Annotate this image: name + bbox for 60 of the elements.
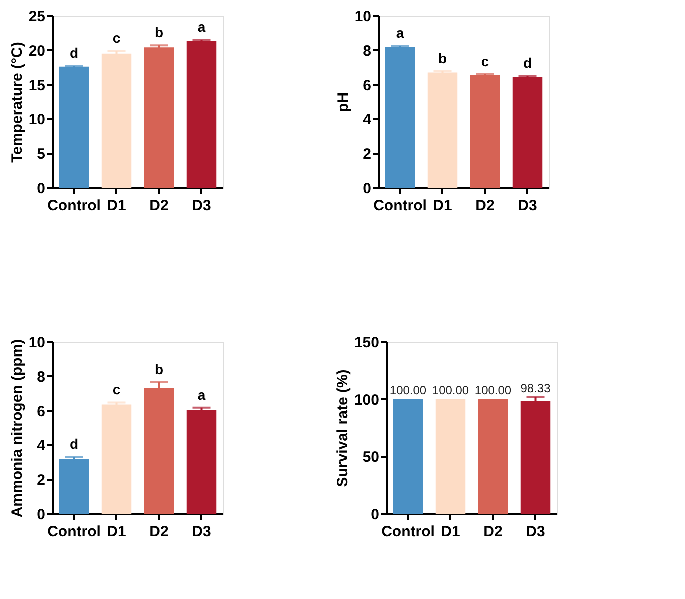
bar [59,66,90,188]
y-tick-label: 2 [363,146,372,164]
y-tick-label: 0 [371,506,380,524]
y-tick-label: 6 [363,77,372,94]
y-tick-label: 10 [28,112,46,129]
x-tick-label: D1 [433,198,452,214]
annotation: c [112,382,121,398]
y-tick-label: 50 [362,449,380,466]
annotation: b [154,24,164,41]
x-tick-label: D2 [150,524,169,540]
data-label: 100.00 [390,383,427,398]
annotation: d [70,45,79,62]
x-tick-label: Control [374,198,427,214]
x-tick-label: D2 [150,198,169,214]
x-tick-label: D3 [526,524,546,540]
y-tick-label: 0 [363,180,372,198]
y-tick-label: 15 [28,77,46,94]
y-tick-label: 5 [37,146,46,164]
annotation: d [70,436,79,452]
y-axis-title: Temperature (°C) [8,42,26,163]
y-tick-label: 100 [354,392,380,409]
y-axis-title: Ammonia nitrogen (ppm) [8,339,26,518]
x-tick-label: D1 [107,198,126,214]
annotation: a [198,19,206,36]
y-tick-label: 10 [354,8,372,26]
x-tick-label: D3 [518,198,538,214]
bar [385,46,416,188]
y-axis-title: pH [334,92,352,112]
x-tick-label: D3 [192,524,212,540]
y-axis-title: Survival rate (%) [334,370,352,488]
data-label: 98.33 [520,381,552,396]
x-tick-label: D1 [107,524,126,540]
annotation: c [112,30,121,46]
x-tick-label: Control [382,524,435,540]
y-tick-label: 0 [37,506,46,524]
data-label: 100.00 [474,383,512,398]
y-tick-label: 4 [37,438,46,455]
x-tick-label: D2 [484,524,503,540]
annotation: d [523,55,532,72]
y-tick-label: 20 [28,42,46,60]
y-tick-label: 4 [363,112,372,129]
annotation: a [198,386,206,403]
y-tick-label: 2 [37,472,46,490]
y-tick-label: 6 [37,403,46,420]
annotation: c [481,53,490,70]
annotation: b [154,361,164,378]
x-tick-label: D1 [441,524,460,540]
x-tick-label: D2 [476,198,495,214]
x-tick-label: D3 [192,198,212,214]
annotation: b [438,50,448,66]
y-tick-label: 0 [37,180,46,198]
x-tick-label: Control [48,524,101,540]
x-tick-label: Control [48,198,101,214]
data-label: 100.00 [432,383,470,398]
y-tick-label: 8 [37,368,46,386]
y-tick-label: 10 [28,334,46,352]
annotation: a [396,25,404,42]
y-tick-label: 8 [363,42,372,60]
y-tick-label: 150 [354,334,380,352]
y-tick-label: 25 [28,8,46,26]
